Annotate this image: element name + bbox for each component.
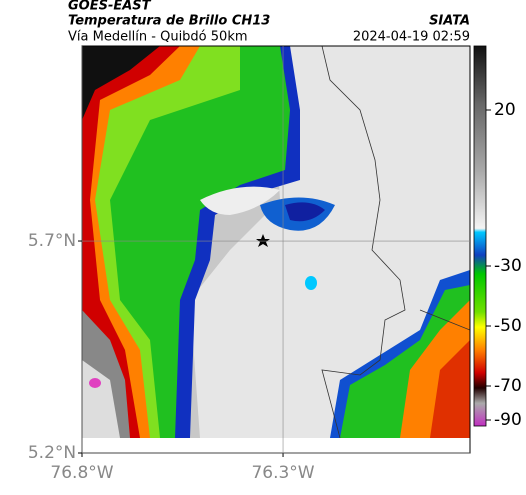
colorbar-label: -90 — [494, 410, 522, 430]
satellite-image — [82, 46, 470, 438]
title: Temperatura de Brillo CH13 — [68, 14, 270, 29]
colorbar-label: -50 — [494, 316, 522, 336]
timestamp: 2024-04-19 02:59 — [353, 30, 470, 45]
colorbar — [473, 45, 487, 427]
y-tick-label: 5.7°N — [28, 231, 76, 251]
source: GOES-EAST — [68, 0, 152, 14]
x-tick-label: 76.8°W — [50, 463, 113, 483]
colorbar-label: -70 — [494, 376, 522, 396]
city-marker — [256, 234, 270, 247]
colorbar-label: 20 — [494, 100, 516, 120]
agency: SIATA — [429, 14, 470, 29]
x-tick-label: 76.3°W — [251, 463, 314, 483]
y-tick-label: 5.2°N — [28, 443, 76, 463]
subtitle: Vía Medellín - Quibdó 50km — [68, 30, 248, 45]
colorbar-label: -30 — [494, 256, 522, 276]
